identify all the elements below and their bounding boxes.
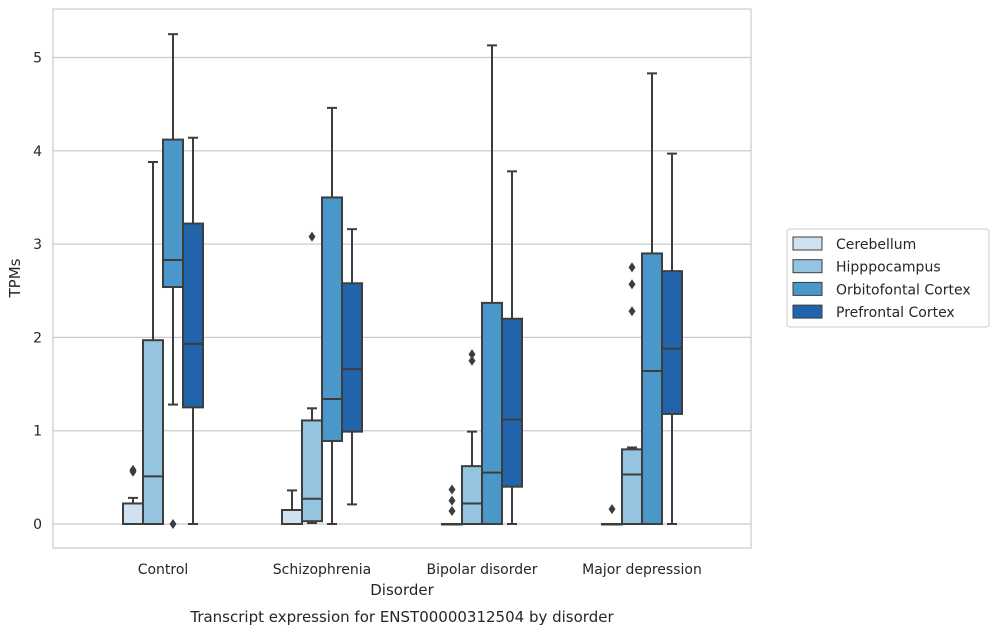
x-axis-title: Disorder xyxy=(370,581,434,599)
x-tick-label: Control xyxy=(138,562,189,578)
y-tick-label: 4 xyxy=(33,144,42,160)
x-tick-label: Schizophrenia xyxy=(273,562,371,578)
box-iqr xyxy=(501,317,523,488)
legend: Cerebellum Hipppocampus Orbitofontal Corte… xyxy=(786,228,990,328)
box-iqr xyxy=(461,465,483,525)
box-iqr xyxy=(301,419,323,523)
x-tick-label: Major depression xyxy=(582,562,702,578)
outlier-point xyxy=(628,279,636,290)
outlier-point xyxy=(628,262,636,273)
box-iqr xyxy=(641,252,663,525)
box-series xyxy=(122,33,683,529)
chart-title: Transcript expression for ENST0000031250… xyxy=(189,608,614,626)
x-axis-ticks: Control Schizophrenia Bipolar disorder Majo… xyxy=(138,562,702,578)
box-group xyxy=(501,170,523,525)
legend-swatch xyxy=(792,281,823,296)
box-iqr xyxy=(142,339,164,525)
y-axis-title: TPMs xyxy=(6,258,24,298)
legend-label: Hipppocampus xyxy=(836,260,941,276)
y-tick-label: 1 xyxy=(33,424,42,440)
outlier-point xyxy=(169,519,177,529)
box-group xyxy=(341,228,363,506)
box-group xyxy=(461,349,483,525)
plot-frame xyxy=(52,8,752,549)
box-iqr xyxy=(182,222,204,409)
outlier-point xyxy=(468,349,476,360)
legend-label: Prefrontal Cortex xyxy=(836,305,955,321)
box-group xyxy=(281,489,303,526)
y-tick-label: 0 xyxy=(33,517,42,533)
y-tick-label: 5 xyxy=(33,51,42,67)
legend-frame xyxy=(786,228,990,328)
outlier-point xyxy=(468,355,476,366)
y-tick-label: 2 xyxy=(33,330,42,346)
box-iqr xyxy=(162,138,184,289)
box-group xyxy=(641,72,663,525)
box-group xyxy=(301,231,323,525)
box-iqr xyxy=(281,509,303,526)
legend-swatch xyxy=(792,259,823,274)
outlier-point xyxy=(448,505,456,516)
box-group xyxy=(441,484,463,526)
box-iqr xyxy=(122,502,144,525)
box-group xyxy=(321,106,343,525)
y-axis-ticks: 0 1 2 3 4 5 xyxy=(33,51,42,534)
box-group xyxy=(481,44,503,525)
legend-label: Orbitofontal Cortex xyxy=(836,282,971,298)
box-group xyxy=(661,152,683,525)
legend-swatch xyxy=(792,236,823,251)
outlier-point xyxy=(129,464,137,475)
legend-swatch xyxy=(792,304,823,319)
box-group xyxy=(142,160,164,525)
box-group xyxy=(601,504,623,526)
box-iqr xyxy=(321,196,343,442)
box-iqr xyxy=(621,448,643,525)
outlier-point xyxy=(448,484,456,495)
legend-label: Cerebellum xyxy=(836,237,916,253)
box-group xyxy=(621,262,643,525)
box-group xyxy=(122,464,144,525)
outlier-point xyxy=(608,504,616,515)
y-tick-label: 3 xyxy=(33,237,42,253)
x-tick-label: Bipolar disorder xyxy=(426,562,537,578)
box-iqr xyxy=(481,301,503,525)
outlier-point xyxy=(308,231,316,242)
outlier-point xyxy=(628,306,636,317)
box-group xyxy=(182,136,204,525)
box-group xyxy=(162,33,184,529)
box-iqr xyxy=(661,270,683,415)
outlier-point xyxy=(448,495,456,506)
box-iqr xyxy=(341,282,363,433)
